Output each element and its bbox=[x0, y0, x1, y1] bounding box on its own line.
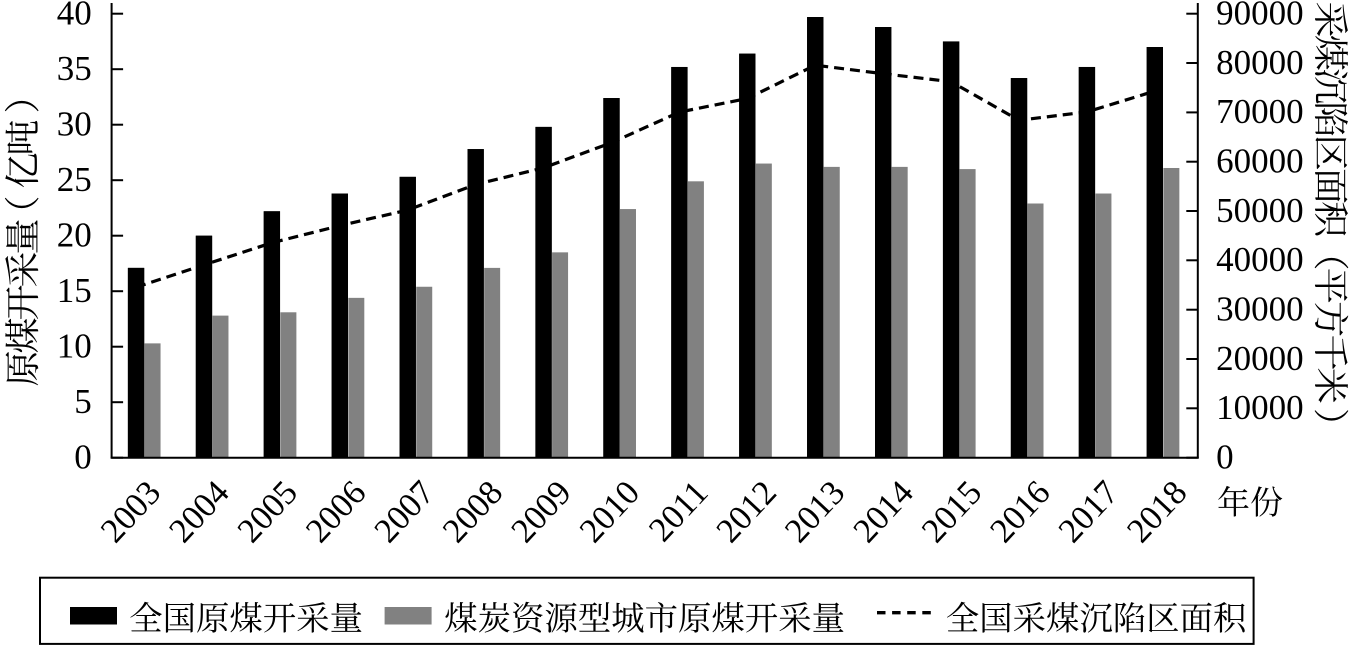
svg-text:0: 0 bbox=[1216, 438, 1234, 477]
svg-text:5: 5 bbox=[74, 382, 92, 421]
svg-text:40000: 40000 bbox=[1216, 240, 1304, 279]
svg-text:20: 20 bbox=[57, 216, 92, 255]
svg-text:40: 40 bbox=[57, 0, 92, 33]
svg-text:0: 0 bbox=[74, 438, 92, 477]
svg-text:70000: 70000 bbox=[1216, 92, 1304, 131]
svg-text:25: 25 bbox=[57, 160, 92, 199]
svg-text:60000: 60000 bbox=[1216, 142, 1304, 181]
svg-text:50000: 50000 bbox=[1216, 191, 1304, 230]
svg-text:10000: 10000 bbox=[1216, 388, 1304, 427]
svg-text:30000: 30000 bbox=[1216, 290, 1304, 329]
svg-text:90000: 90000 bbox=[1216, 0, 1304, 33]
svg-text:10: 10 bbox=[57, 327, 92, 366]
svg-text:35: 35 bbox=[57, 49, 92, 88]
svg-text:15: 15 bbox=[57, 271, 92, 310]
svg-text:20000: 20000 bbox=[1216, 339, 1304, 378]
svg-text:80000: 80000 bbox=[1216, 43, 1304, 82]
svg-text:30: 30 bbox=[57, 105, 92, 144]
